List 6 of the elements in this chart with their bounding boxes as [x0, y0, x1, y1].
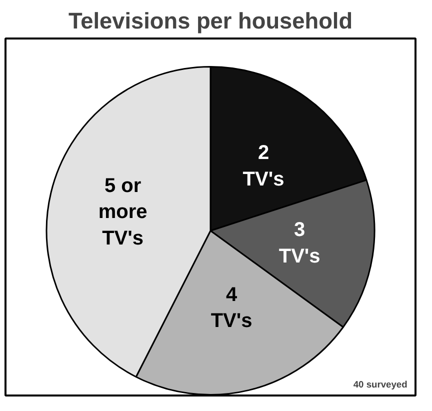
slice-label: 5 or more TV's [98, 174, 148, 250]
slice-label: 3 TV's [278, 218, 320, 268]
slice-label: 4 TV's [210, 284, 252, 332]
text: 40 surveyed [353, 380, 408, 390]
slice-label: 2 TV's [242, 142, 284, 191]
chart-title: Televisions per household [68, 8, 353, 34]
